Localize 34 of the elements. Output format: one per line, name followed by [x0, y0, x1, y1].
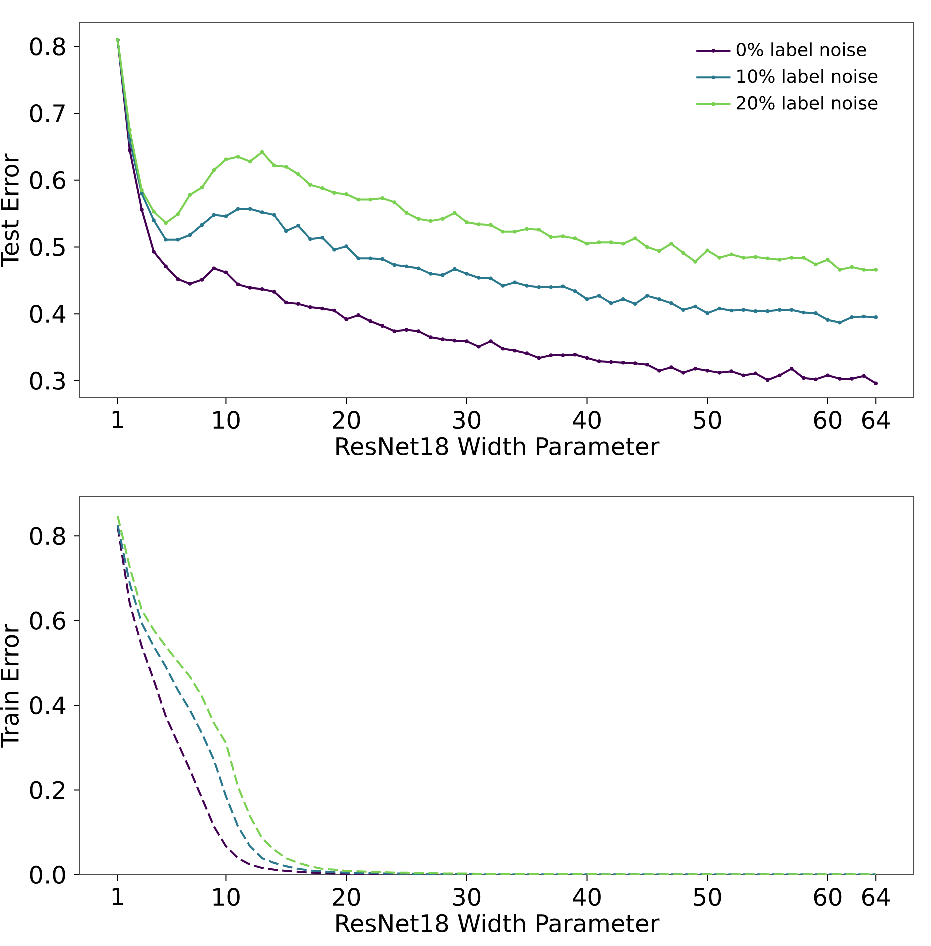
y-tick-label: 0.3 — [30, 372, 65, 390]
legend-label: 10% label noise — [738, 69, 878, 84]
x-tick-label: 40 — [573, 888, 601, 906]
x-tick-label: 50 — [694, 888, 722, 906]
x-tick-label: 20 — [333, 411, 360, 430]
legend-label: 20% label noise — [737, 96, 878, 110]
y-tick-label: 0.2 — [30, 781, 65, 800]
x-tick-label: 60 — [814, 411, 842, 430]
x-tick-label: 30 — [453, 888, 481, 906]
x-tick-label: 60 — [814, 888, 842, 906]
y-axis-title: Train Error — [0, 624, 20, 748]
y-tick-label: 0.8 — [30, 38, 66, 56]
y-tick-label: 0.6 — [30, 171, 66, 190]
y-tick-label: 0.8 — [30, 527, 66, 546]
x-tick-label: 1 — [112, 888, 124, 906]
y-tick-label: 0.0 — [30, 866, 66, 884]
y-axis-title: Test Error — [1, 154, 20, 268]
x-tick-label: 10 — [214, 411, 240, 430]
x-tick-label: 50 — [694, 411, 722, 430]
y-tick-label: 0.7 — [30, 104, 65, 123]
x-tick-label: 64 — [862, 411, 890, 430]
y-tick-label: 0.4 — [30, 696, 66, 715]
x-tick-label: 30 — [453, 411, 481, 430]
y-tick-label: 0.6 — [30, 612, 66, 630]
x-tick-label: 64 — [862, 888, 890, 906]
x-tick-label: 1 — [112, 411, 124, 429]
x-tick-label: 20 — [333, 888, 360, 906]
x-axis-title: ResNet18 Width Parameter — [336, 436, 660, 456]
x-tick-label: 10 — [214, 888, 240, 906]
y-tick-label: 0.4 — [30, 305, 66, 324]
y-tick-label: 0.5 — [30, 238, 65, 256]
legend-label: 0% label noise — [736, 42, 866, 57]
x-axis-title: ResNet18 Width Parameter — [336, 914, 660, 933]
x-tick-label: 40 — [573, 411, 601, 430]
